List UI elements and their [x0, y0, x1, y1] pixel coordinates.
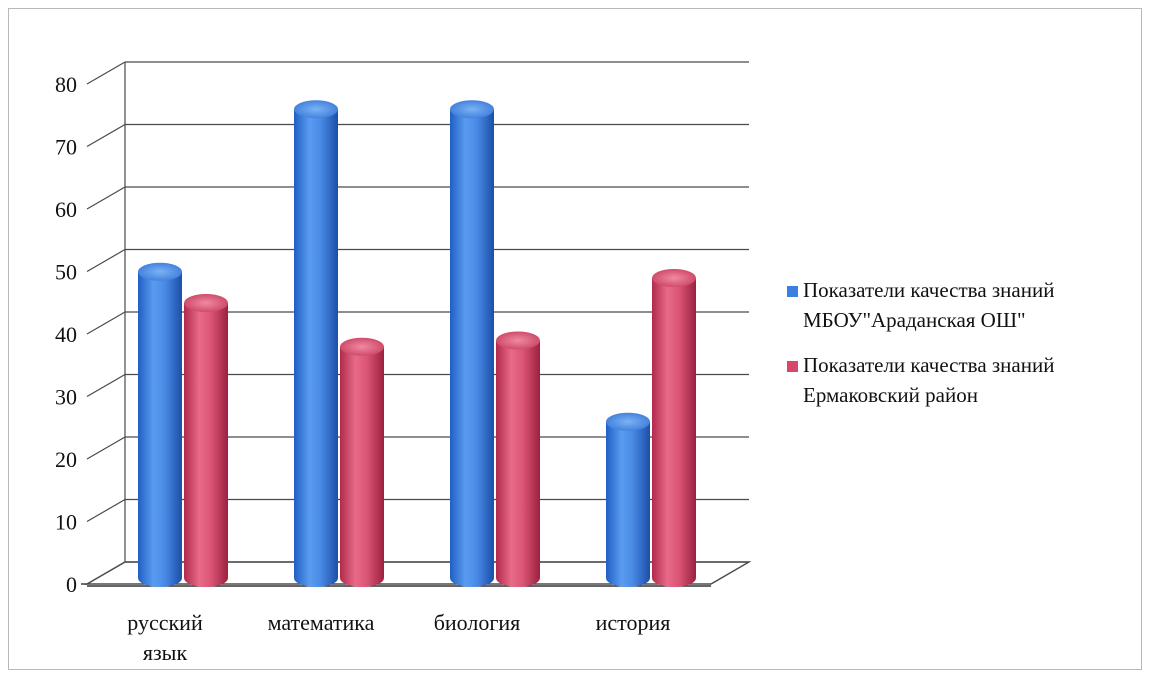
y-tick-label: 20	[55, 447, 77, 472]
bar	[184, 294, 228, 587]
bar-top	[184, 294, 228, 312]
bar-top	[340, 337, 384, 356]
bars	[138, 100, 696, 587]
y-tick-label: 0	[66, 572, 77, 597]
gridline-side	[86, 123, 126, 148]
y-tick-label: 30	[55, 385, 77, 410]
x-tick-label: история	[596, 610, 671, 635]
bar-body	[340, 346, 384, 587]
bar-top	[606, 412, 650, 431]
bar-body	[294, 109, 338, 587]
gridlines	[84, 61, 752, 585]
x-tick-label: русский	[127, 610, 203, 635]
bar-top	[652, 269, 696, 287]
bar-body	[652, 278, 696, 587]
bar-body	[450, 109, 494, 587]
x-tick-label: математика	[268, 610, 375, 635]
bar-top	[294, 100, 338, 119]
legend-label: МБОУ"Араданская ОШ"	[803, 308, 1026, 332]
gridline-side	[86, 186, 126, 210]
gridline-side	[86, 436, 126, 460]
bar	[450, 100, 494, 587]
bar-top	[138, 262, 182, 281]
bar	[138, 262, 182, 587]
gridline-side	[86, 311, 126, 335]
legend-swatch	[787, 361, 798, 372]
bar-top	[496, 331, 540, 350]
bar	[340, 337, 384, 587]
gridline-side	[86, 373, 126, 398]
bar-chart: 0 10 20 30 40 50 60 70 80 русский язык математика б…	[55, 61, 1054, 665]
bar	[606, 412, 650, 587]
y-tick-label: 10	[55, 510, 77, 535]
legend-label: Показатели качества знаний	[803, 353, 1054, 377]
y-tick-label: 60	[55, 197, 77, 222]
y-axis: 0 10 20 30 40 50 60 70 80	[55, 72, 711, 597]
bar-body	[606, 421, 650, 587]
legend-label: Ермаковский район	[803, 383, 978, 407]
bar	[294, 100, 338, 587]
bar	[652, 269, 696, 587]
bar-body	[496, 340, 540, 587]
legend-swatch	[787, 286, 798, 297]
bar-body	[138, 271, 182, 587]
chart-frame: 0 10 20 30 40 50 60 70 80 русский язык математика б…	[8, 8, 1142, 670]
y-tick-label: 40	[55, 322, 77, 347]
x-axis: русский язык математика биология история	[127, 610, 670, 665]
bar	[496, 331, 540, 587]
bar-body	[184, 303, 228, 587]
x-tick-label: биология	[434, 610, 521, 635]
legend-label: Показатели качества знаний	[803, 278, 1054, 302]
gridline-side	[86, 498, 126, 523]
gridline-side	[86, 248, 126, 273]
y-tick-label: 70	[55, 135, 77, 160]
legend: Показатели качества знаний МБОУ"Араданска…	[787, 278, 1054, 407]
bar-top	[450, 100, 494, 119]
gridline-side	[86, 61, 126, 85]
y-tick-label: 80	[55, 72, 77, 97]
x-tick-label: язык	[143, 640, 188, 665]
y-tick-label: 50	[55, 260, 77, 285]
